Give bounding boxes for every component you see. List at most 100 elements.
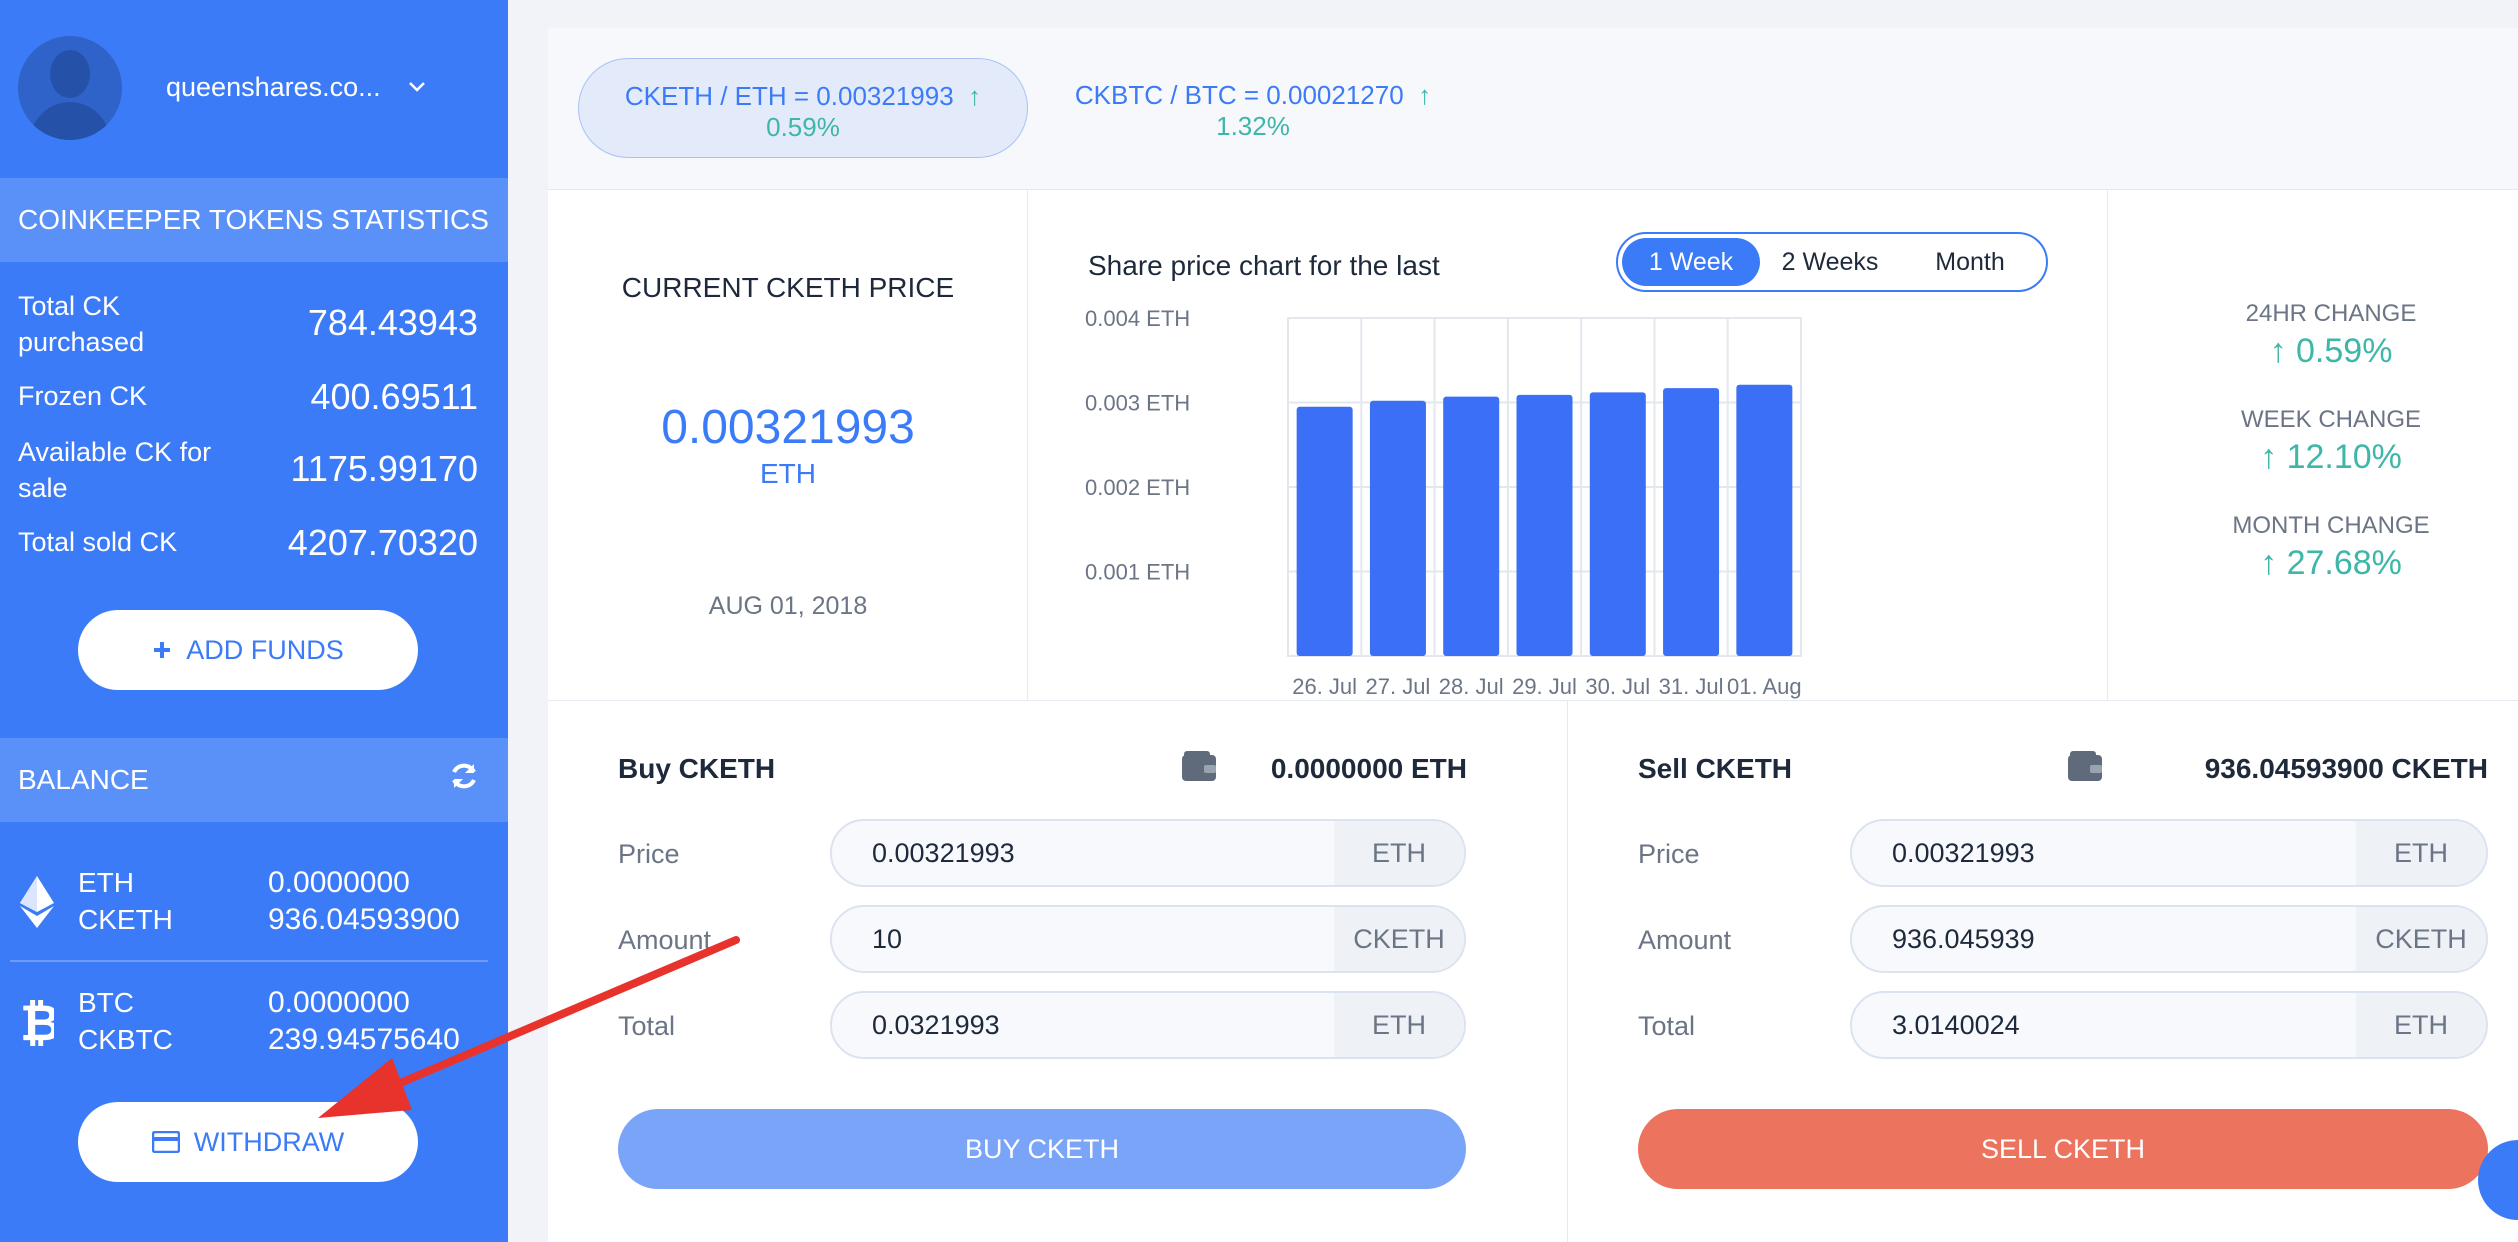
current-price-value: 0.00321993 [661,401,915,454]
buy-balance: 0.0000000 ETH [1270,753,1467,784]
change-value-month: ↑ 27.68% [2260,544,2402,582]
ticker-percent: 0.59% [766,112,840,142]
ticker-pair: CKETH / ETH = 0.00321993 [624,81,954,111]
arrow-up-icon: ↑ [1418,80,1432,110]
main-panel: CKETH / ETH = 0.00321993 ↑ 0.59% CKBTC /… [548,28,2518,1242]
change-value-week: ↑ 12.10% [2260,438,2402,476]
buy-total-unit: ETH [1334,993,1464,1057]
coin-value-eth: 0.0000000 936.04593900 [268,866,460,936]
y-tick-label: 0.004 ETH [1085,306,1190,331]
avatar [18,36,122,140]
x-tick-label: 01. Aug [1727,674,1802,699]
stats-header: COINKEEPER TOKENS STATISTICS [0,178,508,262]
range-month[interactable]: Month [1935,247,2005,276]
buy-price-unit: ETH [1334,821,1464,885]
buy-price-field: ETH [830,819,1466,887]
ticker-ckbtc[interactable]: CKBTC / BTC = 0.00021270 ↑ 1.32% [1028,58,1478,158]
svg-text:₿: ₿ [20,994,54,1046]
sell-total-input[interactable] [1852,993,2352,1057]
bar [1589,392,1646,656]
y-tick-label: 0.002 ETH [1085,475,1190,500]
x-tick-label: 29. Jul [1512,674,1577,699]
chart-panel: 0.001 ETH 0.002 ETH 0.003 ETH 0.004 ETH 26. … [1028,190,2108,700]
wallet-icon [1182,751,1216,781]
ticker-pair: CKBTC / BTC = 0.00021270 [1074,80,1404,110]
sidebar: queenshares.co... COINKEEPER TOKENS STAT… [0,0,508,1242]
coin-name-btc: BTC CKBTC [78,987,173,1055]
chart-title: Share price chart for the last [1088,250,1440,281]
balance-row-btc: ₿ BTC CKBTC 0.0000000 239.94575640 [0,980,508,1100]
user-menu[interactable]: queenshares.co... [0,0,508,178]
buy-total-input[interactable] [832,993,1332,1057]
y-tick-label: 0.003 ETH [1085,391,1190,416]
sell-amount-field: CKETH [1850,905,2488,973]
sell-total-field: ETH [1850,991,2488,1059]
bar [1663,388,1720,656]
ethereum-icon [20,876,54,928]
buy-price-label: Price [618,839,680,869]
stat-label-frozen: Frozen CK [18,381,148,411]
buy-amount-unit: CKETH [1334,907,1464,971]
add-funds-button[interactable]: ADD FUNDS [78,610,418,690]
stat-value-available: 1175.99170 [290,448,478,489]
bar [1296,406,1353,656]
change-label-week: WEEK CHANGE [2240,406,2422,433]
stat-value-purchased: 784.43943 [307,302,478,343]
stat-label-purchased: Total CK purchased [18,291,145,357]
withdraw-button[interactable]: WITHDRAW [78,1102,418,1182]
sell-button[interactable]: SELL CKETH [1638,1109,2488,1189]
buy-amount-input[interactable] [832,907,1332,971]
sell-balance: 936.04593900 CKETH [2204,753,2488,784]
chevron-down-icon[interactable] [405,74,429,98]
credit-card-icon [151,1131,180,1153]
coin-name-eth: ETH CKETH [78,867,173,935]
sell-price-unit: ETH [2356,821,2486,885]
stat-value-frozen: 400.69511 [310,376,478,417]
bar [1516,394,1573,656]
range-selector: 1 Week 2 Weeks Month [1616,232,2048,292]
buy-price-input[interactable] [832,821,1332,885]
price-chart: 0.001 ETH 0.002 ETH 0.003 ETH 0.004 ETH 26. … [1085,306,1802,699]
ticker-bar: CKETH / ETH = 0.00321993 ↑ 0.59% CKBTC /… [548,28,2518,190]
buy-title: Buy CKETH [618,753,776,784]
stat-value-sold: 4207.70320 [287,522,478,563]
x-tick-label: 30. Jul [1585,674,1650,699]
buy-total-field: ETH [830,991,1466,1059]
bar [1369,400,1426,656]
bar [1736,384,1793,656]
sell-amount-unit: CKETH [2356,907,2486,971]
withdraw-label: WITHDRAW [193,1126,345,1157]
current-price-panel: CURRENT CKETH PRICE 0.00321993 ETH AUG 0… [548,190,1028,700]
arrow-up-icon: ↑ [2260,544,2278,582]
refresh-icon[interactable] [448,760,480,792]
x-tick-label: 31. Jul [1659,674,1724,699]
bar [1443,396,1500,656]
sell-total-label: Total [1638,1011,1696,1041]
divider [10,960,488,962]
buy-amount-field: CKETH [830,905,1466,973]
add-funds-label: ADD FUNDS [186,634,344,665]
sell-title: Sell CKETH [1638,753,1793,784]
sell-total-unit: ETH [2356,993,2486,1057]
sell-amount-input[interactable] [1852,907,2352,971]
sell-price-field: ETH [1850,819,2488,887]
balance-header: BALANCE [0,738,508,822]
buy-button[interactable]: BUY CKETH [618,1109,1466,1189]
range-2-weeks[interactable]: 2 Weeks [1781,247,1879,276]
range-1-week[interactable]: 1 Week [1622,238,1760,286]
buy-panel: Buy CKETH 0.0000000 ETH Price ETH Amount… [548,700,1568,1242]
sell-price-input[interactable] [1852,821,2352,885]
user-name: queenshares.co... [166,72,381,102]
current-price-title: CURRENT CKETH PRICE [621,272,955,303]
stat-label-sold: Total sold CK [18,527,178,557]
sell-price-label: Price [1638,839,1700,869]
current-price-date: AUG 01, 2018 [708,592,868,620]
ticker-percent: 1.32% [1216,111,1290,141]
sell-amount-label: Amount [1638,925,1732,955]
plus-icon [152,640,172,660]
sell-panel: Sell CKETH 936.04593900 CKETH Price ETH … [1568,700,2518,1242]
ticker-cketh[interactable]: CKETH / ETH = 0.00321993 ↑ 0.59% [578,58,1028,158]
arrow-up-icon: ↑ [968,81,982,111]
stat-label-available: Available CK for sale [18,437,212,503]
x-tick-label: 28. Jul [1439,674,1504,699]
